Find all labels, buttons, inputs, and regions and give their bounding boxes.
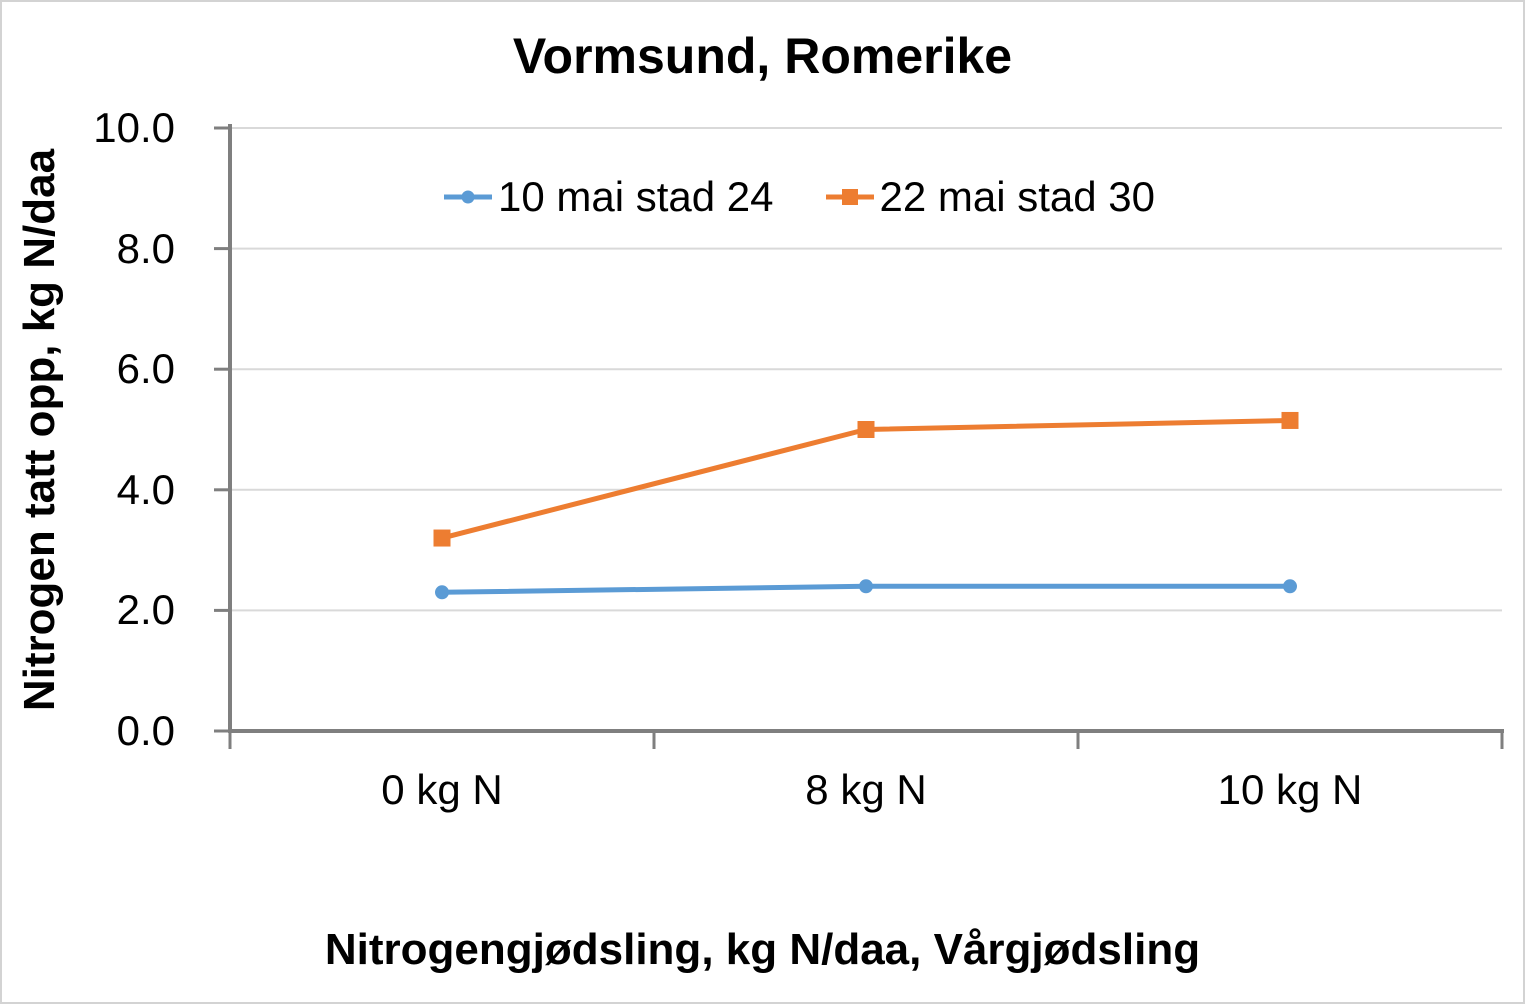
x-tick-label: 0 kg N bbox=[381, 766, 503, 813]
legend: 10 mai stad 24 22 mai stad 30 bbox=[0, 172, 1525, 222]
legend-line-square-marker-icon bbox=[825, 185, 874, 209]
y-tick-label: 6.0 bbox=[116, 345, 175, 393]
x-tick-label: 10 kg N bbox=[1217, 766, 1363, 813]
x-axis-title: Nitrogengjødsling, kg N/daa, Vårgjødslin… bbox=[324, 925, 1201, 974]
x-tick-label: 8 kg N bbox=[805, 766, 927, 813]
y-axis-title: Nitrogen tatt opp, kg N/daa bbox=[15, 148, 64, 712]
legend-label-series-1: 10 mai stad 24 bbox=[497, 173, 774, 220]
legend-label-series-2: 22 mai stad 30 bbox=[879, 173, 1156, 220]
y-tick-label: 2.0 bbox=[116, 586, 175, 634]
y-tick-label: 0.0 bbox=[116, 707, 175, 754]
chart-title: Vormsund, Romerike bbox=[512, 28, 1013, 84]
y-tick-label: 10.0 bbox=[93, 104, 175, 151]
y-tick-label: 4.0 bbox=[116, 465, 175, 513]
legend-item-series-2: 22 mai stad 30 bbox=[825, 172, 1156, 222]
legend-line-circle-marker-icon bbox=[443, 185, 492, 209]
legend-item-series-1: 10 mai stad 24 bbox=[443, 172, 774, 222]
y-tick-label: 8.0 bbox=[116, 224, 175, 272]
